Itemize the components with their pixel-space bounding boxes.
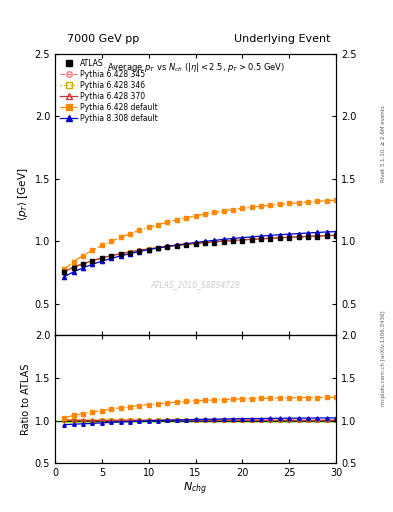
Legend: ATLAS, Pythia 6.428 345, Pythia 6.428 346, Pythia 6.428 370, Pythia 6.428 defaul: ATLAS, Pythia 6.428 345, Pythia 6.428 34… (59, 57, 160, 124)
Text: 7000 GeV pp: 7000 GeV pp (67, 33, 139, 44)
X-axis label: $N_{chg}$: $N_{chg}$ (184, 481, 208, 497)
Text: mcplots.cern.ch [arXiv:1306.3436]: mcplots.cern.ch [arXiv:1306.3436] (381, 311, 386, 406)
Y-axis label: $\langle p_T\rangle$ [GeV]: $\langle p_T\rangle$ [GeV] (17, 168, 31, 221)
Text: Underlying Event: Underlying Event (233, 33, 330, 44)
Text: Average $p_T$ vs $N_{ch}$ ($|\eta| < 2.5$, $p_T > 0.5$ GeV): Average $p_T$ vs $N_{ch}$ ($|\eta| < 2.5… (107, 61, 285, 74)
Y-axis label: Ratio to ATLAS: Ratio to ATLAS (20, 364, 31, 435)
Text: Rivet 3.1.10, ≥ 2.6M events: Rivet 3.1.10, ≥ 2.6M events (381, 105, 386, 182)
Text: ATLAS_2010_S8894728: ATLAS_2010_S8894728 (151, 280, 241, 289)
